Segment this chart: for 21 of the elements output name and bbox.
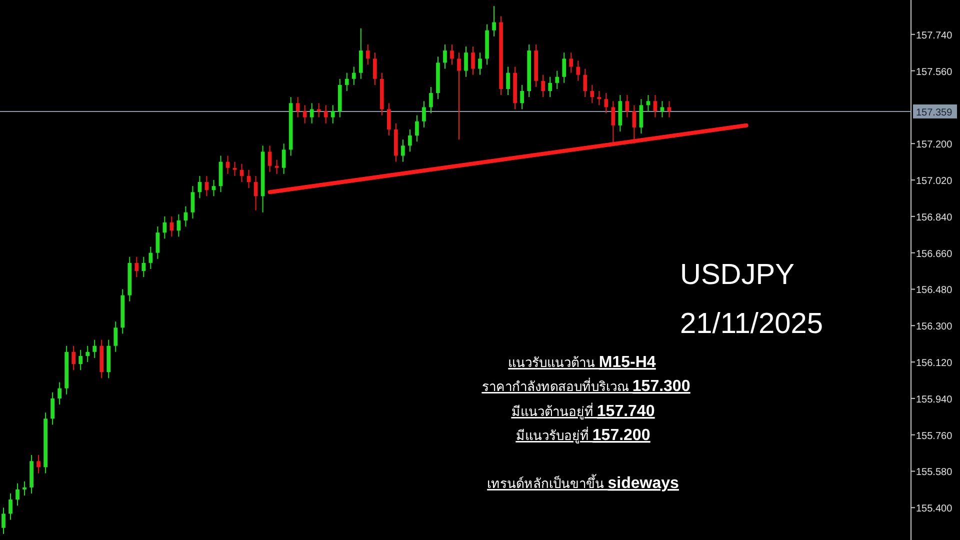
y-tick-label: 156.840	[916, 212, 953, 224]
y-tick-label: 156.300	[916, 322, 953, 333]
annotation: 21/11/2025	[680, 308, 823, 340]
annotation: USDJPY	[680, 259, 794, 291]
y-tick-label: 156.660	[916, 248, 953, 260]
y-tick-label: 156.480	[916, 285, 953, 296]
annotation: ราคากำลังทดสอบที่บริเวณ 157.300	[482, 378, 690, 395]
y-tick-label: 157.020	[916, 176, 953, 187]
y-tick-label: 155.400	[916, 504, 953, 515]
annotation: เทรนด์หลักเป็นขาขึ้น sideways	[487, 475, 679, 492]
y-tick-label: 155.760	[916, 430, 953, 442]
y-tick-label: 156.120	[916, 358, 953, 370]
y-tick-label: 155.940	[916, 394, 953, 406]
y-tick-label: 157.200	[916, 140, 953, 151]
ref-line-label: 157.359	[916, 107, 953, 118]
annotation: มีแนวรับอยู่ที่ 157.200	[516, 427, 650, 444]
y-tick-label: 157.560	[916, 66, 953, 78]
y-tick-label: 155.580	[916, 467, 953, 478]
annotation: แนวรับแนวต้าน M15-H4	[508, 354, 656, 371]
y-tick-label: 157.740	[916, 30, 953, 42]
annotation: มีแนวต้านอยู่ที่ 157.740	[511, 403, 655, 420]
